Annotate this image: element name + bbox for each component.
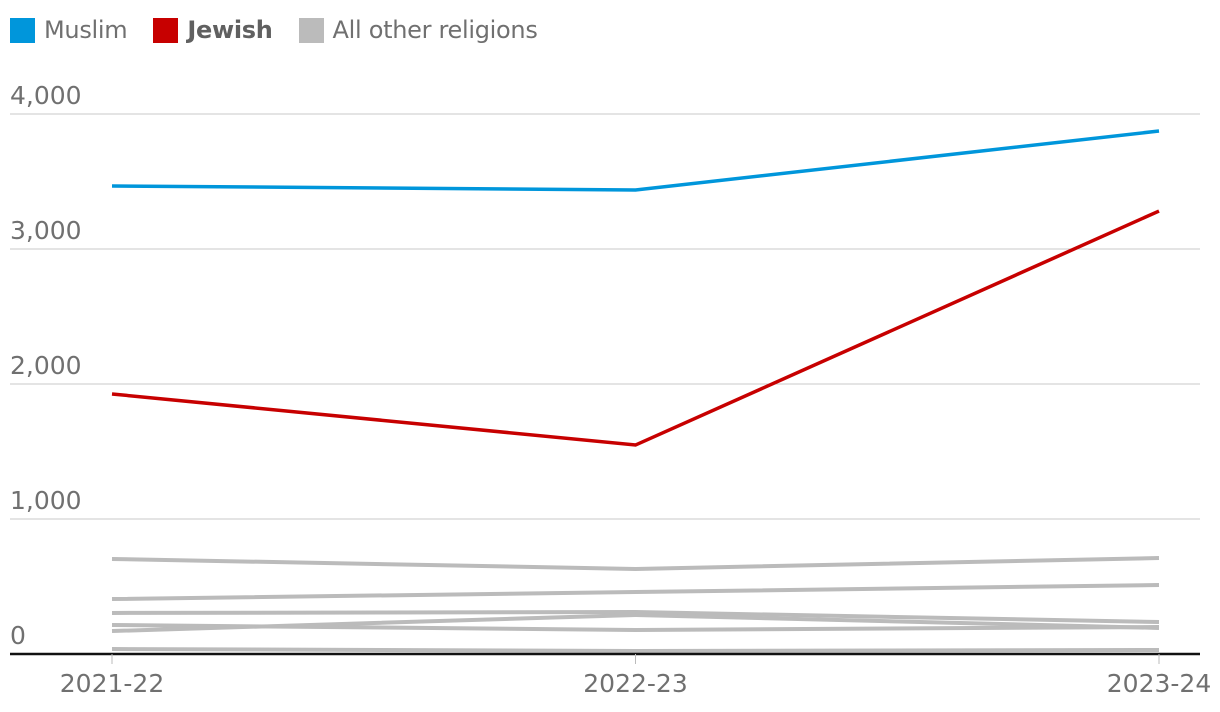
x-tick-label: 2022-23 [583, 669, 687, 698]
legend-swatch-muslim [10, 17, 35, 43]
series-line-muslim [111, 129, 1160, 192]
y-tick-label: 4,000 [10, 81, 82, 110]
legend-label-muslim: Muslim [44, 16, 128, 44]
series-line-other-religion-f [111, 647, 1160, 654]
legend-item-muslim: Muslim [10, 16, 128, 44]
legend-swatch-other [298, 17, 324, 43]
gridlines [10, 113, 1200, 520]
series-lines [111, 129, 1160, 654]
x-tick-label: 2023-24 [1107, 669, 1211, 698]
series-line-other-religion-a [111, 556, 1160, 571]
y-tick-label: 2,000 [10, 351, 82, 380]
y-tick-label: 1,000 [10, 486, 82, 515]
y-tick-label: 0 [10, 621, 26, 650]
legend-label-jewish: Jewish [187, 16, 273, 44]
legend-label-other: All other religions [332, 16, 538, 44]
y-axis-labels: 0 1,000 2,000 3,000 4,000 [10, 81, 82, 650]
series-line-jewish [111, 209, 1160, 447]
series-line-other-religion-c [111, 610, 1160, 625]
legend-item-jewish: Jewish [153, 16, 273, 44]
x-tick-label: 2021-22 [60, 669, 164, 698]
series-line-other-religion-b [111, 583, 1160, 602]
x-axis: 2021-22 2022-23 2023-24 [10, 652, 1211, 698]
legend: Muslim Jewish All other religions [10, 16, 564, 44]
legend-item-other: All other religions [298, 16, 538, 44]
series-line-other-religion-e [111, 612, 1160, 634]
legend-swatch-jewish [153, 17, 179, 43]
y-tick-label: 3,000 [10, 216, 82, 245]
